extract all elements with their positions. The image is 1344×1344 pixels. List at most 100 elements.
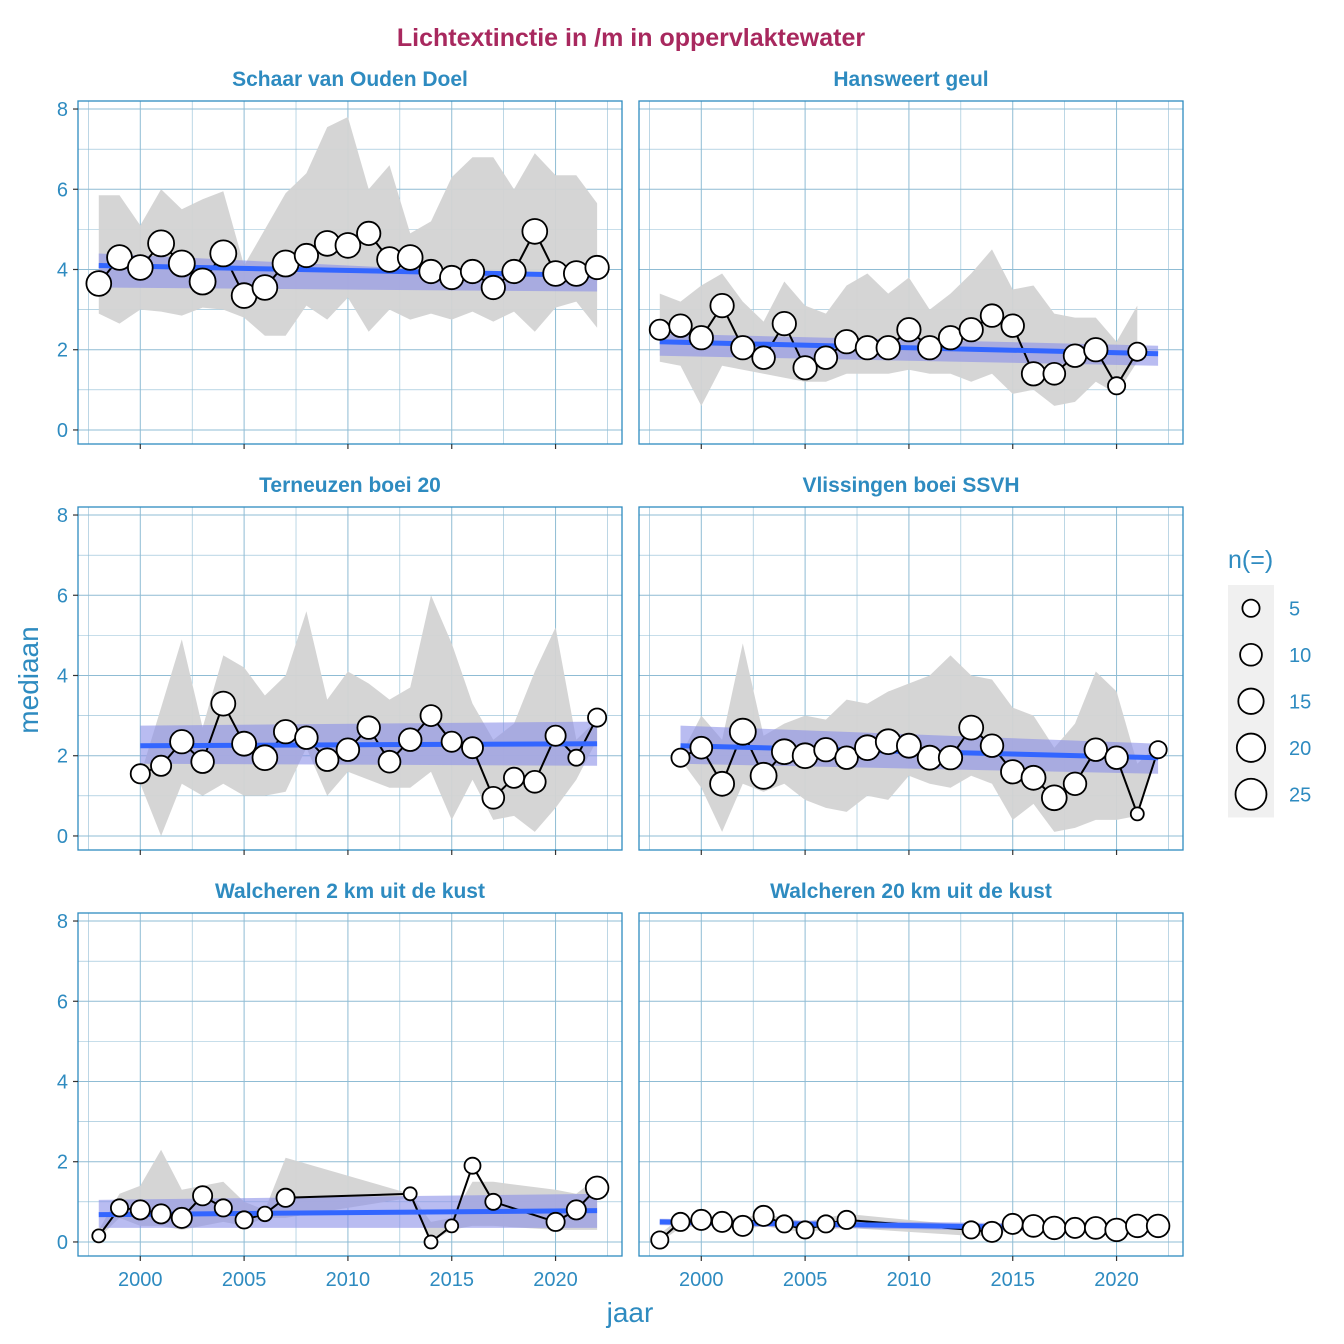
- data-point: [771, 310, 797, 337]
- data-point: [251, 744, 279, 771]
- data-point: [689, 735, 714, 760]
- panel-walcheren-20-km-uit-de-kust: Walcheren 20 km uit de kust 2000 2005 2010 2…: [638, 880, 1184, 1291]
- data-point: [463, 1156, 482, 1175]
- panel-border: [638, 506, 1184, 851]
- data-point: [147, 229, 176, 258]
- legend: n(=) 5 10 15 20 25: [1228, 546, 1311, 818]
- data-point: [209, 239, 238, 268]
- data-point: [836, 1209, 857, 1230]
- data-point: [1083, 737, 1109, 762]
- data-point: [150, 754, 173, 777]
- data-point: [1041, 784, 1068, 812]
- y-tick-label: 2: [57, 1152, 68, 1174]
- panel-title: Vlissingen boei SSVH: [802, 474, 1019, 497]
- panel-border: [638, 100, 1184, 445]
- data-point: [1125, 1213, 1150, 1239]
- data-point: [567, 748, 586, 767]
- data-point: [1062, 771, 1088, 797]
- data-point: [439, 264, 465, 291]
- data-point: [774, 1214, 794, 1234]
- y-tick-label: 4: [57, 1071, 68, 1093]
- y-tick-label: 4: [57, 259, 68, 281]
- data-point: [1104, 745, 1129, 770]
- data-point: [188, 267, 217, 296]
- legend-size-label: 15: [1289, 691, 1311, 713]
- data-point: [565, 1199, 587, 1221]
- legend-size-label: 25: [1289, 784, 1311, 806]
- panel-hansweert-geul: Hansweert geul: [638, 68, 1184, 449]
- data-point: [1020, 764, 1047, 791]
- data-point: [170, 1206, 193, 1229]
- data-point: [459, 258, 486, 285]
- data-point: [272, 719, 299, 745]
- y-tick-label: 8: [57, 99, 68, 121]
- x-tick-label: 2020: [533, 1269, 578, 1291]
- data-point: [315, 747, 340, 772]
- panels: Schaar van Ouden Doel 0 2 4 6 8 Hansweert geul…: [57, 68, 1184, 1291]
- data-point: [256, 1205, 274, 1223]
- y-tick-label: 6: [57, 179, 68, 201]
- panel-title: Schaar van Ouden Doel: [232, 68, 468, 91]
- data-point: [210, 690, 237, 717]
- data-point: [816, 1214, 836, 1234]
- data-point: [419, 704, 443, 727]
- data-point: [650, 1230, 670, 1250]
- data-point: [213, 1198, 233, 1218]
- data-point: [1148, 740, 1168, 760]
- data-point: [91, 1228, 107, 1244]
- x-tick-label: 2000: [679, 1269, 724, 1291]
- data-point: [1145, 1213, 1171, 1239]
- data-point: [958, 317, 984, 343]
- plot-area: [670, 643, 1168, 832]
- data-point: [129, 1199, 151, 1221]
- data-point: [294, 725, 319, 750]
- data-point: [418, 258, 444, 285]
- data-point: [896, 732, 922, 759]
- x-tick-label: 2010: [326, 1269, 371, 1291]
- data-point: [192, 1185, 214, 1207]
- legend-size-label: 10: [1289, 645, 1311, 667]
- grid: [639, 913, 1183, 1256]
- legend-size-key: [1235, 732, 1267, 763]
- y-tick-label: 0: [57, 826, 68, 848]
- plot-area: [85, 117, 610, 336]
- data-point: [979, 733, 1005, 758]
- data-point: [275, 1187, 296, 1208]
- data-point: [587, 707, 608, 728]
- y-tick-label: 2: [57, 746, 68, 768]
- data-point: [752, 1204, 775, 1227]
- data-point: [730, 335, 756, 361]
- plot-area: [650, 1204, 1171, 1250]
- data-point: [334, 232, 362, 259]
- x-tick-label: 2000: [118, 1269, 163, 1291]
- data-point: [521, 218, 549, 245]
- x-tick-label: 2005: [222, 1269, 267, 1291]
- data-point: [875, 335, 901, 361]
- data-point: [127, 254, 154, 281]
- grid: [639, 507, 1183, 850]
- panel-title: Terneuzen boei 20: [259, 474, 441, 497]
- panel-vlissingen-boei-ssvh: Vlissingen boei SSVH: [638, 474, 1184, 855]
- data-point: [690, 1208, 713, 1231]
- data-point: [1042, 1215, 1067, 1241]
- data-point: [709, 770, 735, 797]
- data-point: [833, 329, 860, 355]
- data-point: [709, 292, 735, 319]
- data-point: [169, 729, 195, 755]
- data-point: [129, 763, 151, 785]
- data-point: [961, 1220, 981, 1240]
- data-point: [481, 785, 506, 810]
- x-tick-label: 2020: [1094, 1269, 1139, 1291]
- data-point: [396, 244, 424, 271]
- data-point: [749, 761, 778, 790]
- x-tick-label: 2010: [887, 1269, 932, 1291]
- panel-schaar-van-ouden-doel: Schaar van Ouden Doel 0 2 4 6 8: [57, 68, 623, 449]
- data-point: [234, 1210, 254, 1230]
- legend-size-key: [1234, 777, 1268, 811]
- data-point: [1020, 361, 1047, 387]
- y-tick-label: 4: [57, 665, 68, 687]
- plot-area: [91, 1149, 610, 1250]
- y-tick-label: 6: [57, 991, 68, 1013]
- data-point: [1107, 376, 1127, 396]
